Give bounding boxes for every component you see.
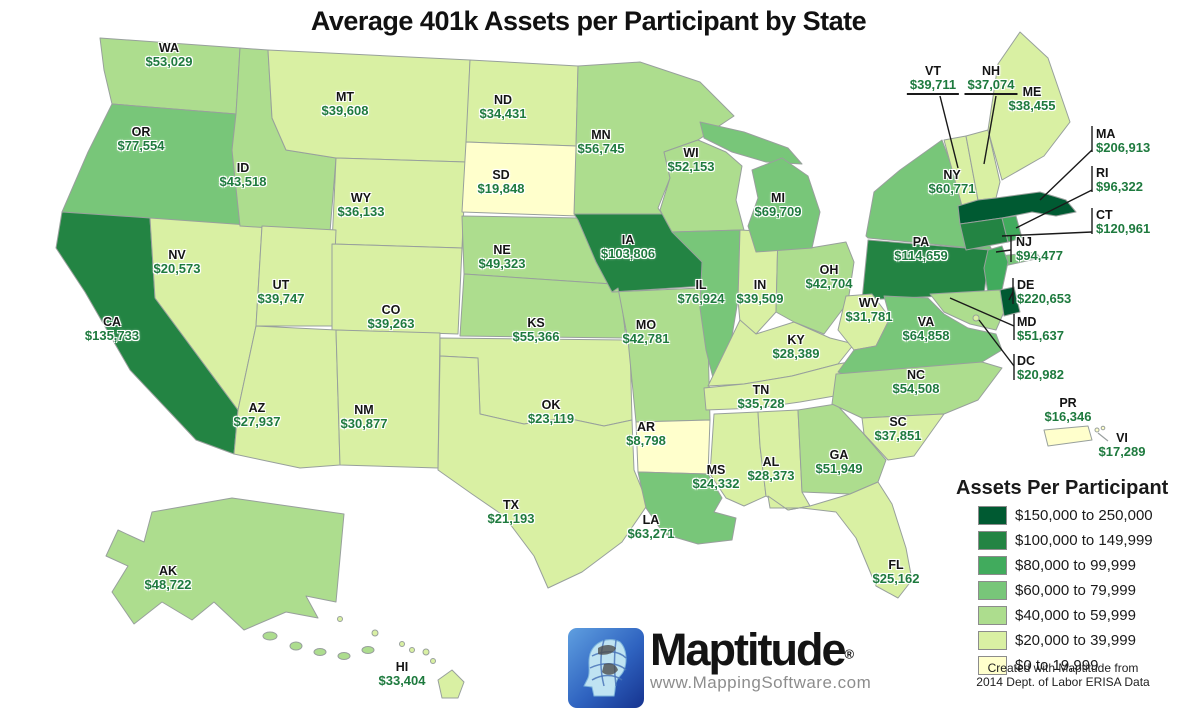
attribution-line-1: Created with Maptitude from	[987, 661, 1139, 675]
legend-label-1: $100,000 to 149,999	[1015, 532, 1153, 549]
state-shape-SD	[461, 141, 579, 217]
ak-island	[289, 641, 303, 651]
legend-label-5: $20,000 to 39,999	[1015, 632, 1136, 649]
hi-big-island	[437, 669, 465, 699]
legend-label-2: $80,000 to 99,999	[1015, 557, 1136, 574]
state-shape-WY	[331, 157, 467, 249]
state-shape-WA	[99, 37, 241, 115]
attribution-note: Created with Maptitude from 2014 Dept. o…	[950, 661, 1176, 689]
hi-island	[430, 658, 436, 664]
legend-label-3: $60,000 to 79,999	[1015, 582, 1136, 599]
legend-label-0: $150,000 to 250,000	[1015, 507, 1153, 524]
state-shape-DC	[972, 314, 980, 322]
hi-island	[409, 647, 415, 653]
legend-item-0: $150,000 to 250,000	[978, 506, 1172, 525]
legend-item-6: $0 to 19,999	[978, 656, 1172, 675]
state-shape-MT	[267, 49, 471, 163]
page-title: Average 401k Assets per Participant by S…	[310, 6, 867, 36]
legend-label-4: $40,000 to 59,999	[1015, 607, 1136, 624]
hi-island	[337, 616, 343, 622]
legend-swatch-4	[978, 606, 1007, 625]
leader-line-ri	[1015, 189, 1093, 229]
state-shape-NH	[965, 129, 1001, 201]
legend-item-1: $100,000 to 149,999	[978, 531, 1172, 550]
ak-island	[361, 646, 375, 654]
legend-item-5: $20,000 to 39,999	[978, 631, 1172, 650]
legend-item-2: $80,000 to 99,999	[978, 556, 1172, 575]
state-shape-PR	[1043, 425, 1093, 447]
registered-mark: ®	[844, 646, 855, 662]
hi-island	[399, 641, 405, 647]
maptitude-logo-icon	[568, 628, 644, 708]
state-shape-UT	[255, 225, 337, 327]
maptitude-logo: Maptitude® www.MappingSoftware.com	[568, 627, 872, 708]
state-shape-LA	[637, 471, 737, 545]
legend-swatch-6	[978, 656, 1007, 675]
legend-item-3: $60,000 to 79,999	[978, 581, 1172, 600]
leader-line-dc	[978, 319, 1015, 367]
state-shape-KS	[459, 273, 627, 339]
state-shape-CO	[331, 243, 463, 335]
leader-line-md	[949, 297, 1015, 327]
state-shape-DE	[999, 286, 1021, 317]
attribution-line-2: 2014 Dept. of Labor ERISA Data	[976, 675, 1150, 689]
leader-line-nj	[995, 249, 1012, 253]
state-shape-AR	[635, 419, 711, 475]
legend-label-6: $0 to 19,999	[1015, 657, 1099, 674]
globe-head-icon	[583, 639, 627, 697]
hi-island	[371, 629, 379, 637]
state-shape-ME	[987, 31, 1071, 181]
leader-line-ct	[1001, 231, 1093, 237]
state-shape-NJ	[983, 245, 1009, 295]
state-shape-MI-lower	[747, 157, 821, 253]
legend: Assets Per Participant $150,000 to 250,0…	[956, 477, 1172, 682]
leader-line-vt	[939, 95, 959, 169]
legend-title: Assets Per Participant	[956, 477, 1169, 499]
legend-item-4: $40,000 to 59,999	[978, 606, 1172, 625]
hi-island	[422, 648, 430, 656]
ak-island	[337, 652, 351, 660]
state-shape-VI	[1100, 425, 1106, 431]
state-shape-AK	[105, 497, 345, 631]
leader-line-ma	[1039, 149, 1093, 201]
legend-swatch-2	[978, 556, 1007, 575]
legend-swatch-3	[978, 581, 1007, 600]
maptitude-logo-name: Maptitude	[650, 624, 846, 675]
state-shape-OR	[61, 103, 241, 227]
state-shape-ND	[465, 59, 579, 147]
legend-swatch-1	[978, 531, 1007, 550]
maptitude-logo-url: www.MappingSoftware.com	[650, 673, 872, 692]
maptitude-logo-text: Maptitude® www.MappingSoftware.com	[650, 627, 872, 693]
state-shape-GA	[797, 403, 887, 495]
state-shape-NM	[335, 329, 441, 469]
legend-rows: $150,000 to 250,000 $100,000 to 149,999 $8…	[956, 506, 1172, 675]
legend-swatch-5	[978, 631, 1007, 650]
state-shape-VI	[1094, 427, 1100, 433]
ak-island	[313, 648, 327, 656]
state-shape-SC	[861, 413, 945, 461]
leader-line-vi	[1097, 432, 1109, 442]
legend-swatch-0	[978, 506, 1007, 525]
state-shape-WI	[659, 139, 745, 233]
state-shape-FL	[767, 481, 913, 599]
state-shape-CT	[959, 217, 1009, 251]
state-shape-NC	[831, 361, 1003, 419]
ak-island	[262, 631, 278, 641]
leader-line-de	[1008, 291, 1014, 301]
leader-line-nh	[983, 95, 997, 165]
